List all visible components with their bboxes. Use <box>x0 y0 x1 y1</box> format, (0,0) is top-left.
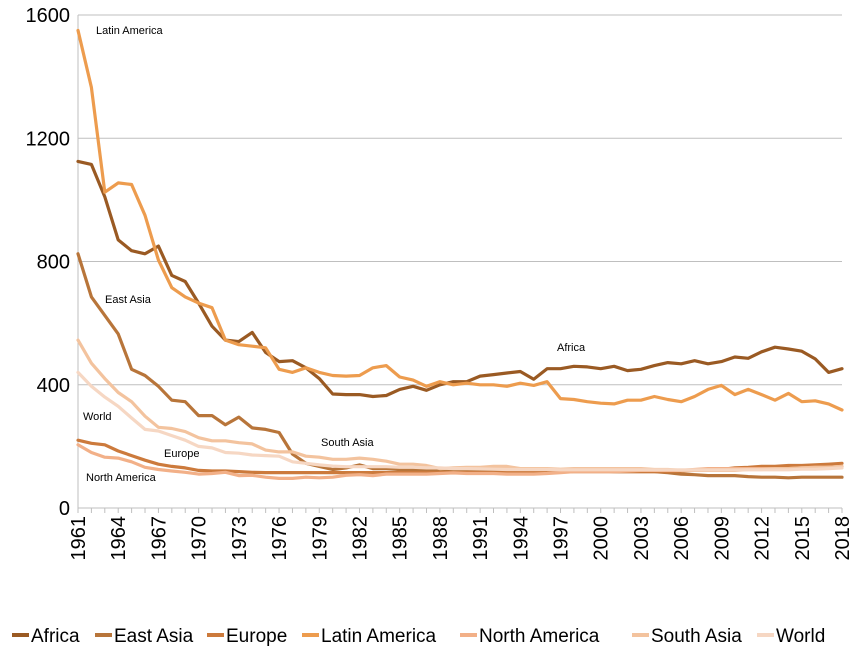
x-tick-label: 2015 <box>792 516 814 561</box>
annotation-europe: Europe <box>164 448 199 460</box>
annotation-world: World <box>83 411 112 423</box>
annotation-east-asia: East Asia <box>105 294 152 306</box>
legend: Africa East Asia Europe Latin America North … <box>12 626 825 647</box>
legend-label: East Asia <box>114 626 194 647</box>
x-tick-label: 1961 <box>68 516 90 561</box>
legend-label: Europe <box>226 626 287 647</box>
series-line-africa <box>76 159 844 399</box>
x-tick-label: 2012 <box>752 516 774 561</box>
annotation-north-america: North America <box>86 472 157 484</box>
legend-label: North America <box>479 626 600 647</box>
x-tick-label: 1964 <box>108 516 130 561</box>
y-axis: 0 400 800 1200 1600 <box>26 5 79 520</box>
gridlines <box>78 14 842 509</box>
series-line-world <box>76 370 844 472</box>
x-tick-label: 2003 <box>631 516 653 561</box>
series-lines <box>76 28 844 480</box>
x-tick-label: 2018 <box>832 516 850 561</box>
x-tick-label: 1997 <box>551 516 573 561</box>
annotation-africa: Africa <box>557 342 586 354</box>
x-tick-label: 2000 <box>591 516 613 561</box>
legend-label: South Asia <box>651 626 742 647</box>
legend-label: Latin America <box>321 626 437 647</box>
x-tick-label: 1973 <box>229 516 251 561</box>
y-tick-label: 800 <box>37 252 70 274</box>
legend-label: Africa <box>31 626 80 647</box>
y-tick-label: 400 <box>37 375 70 397</box>
x-tick-label: 2009 <box>711 516 733 561</box>
y-tick-label: 1200 <box>26 128 71 150</box>
x-axis: 1961 1964 1967 1970 1973 1976 1979 1982 1985 1988… <box>68 508 850 561</box>
x-tick-label: 1970 <box>189 516 211 561</box>
x-tick-label: 1985 <box>390 516 412 561</box>
annotation-south-asia: South Asia <box>321 437 374 449</box>
x-tick-label: 2006 <box>671 516 693 561</box>
x-tick-label: 1982 <box>349 516 371 561</box>
x-tick-label: 1994 <box>510 516 532 561</box>
y-tick-label: 0 <box>59 498 70 520</box>
x-tick-label: 1967 <box>148 516 170 561</box>
x-tick-label: 1979 <box>309 516 331 561</box>
y-tick-label: 1600 <box>26 5 71 27</box>
x-tick-label: 1991 <box>470 516 492 561</box>
series-annotations: Latin America East Asia World Europe North A… <box>83 25 586 484</box>
x-tick-label: 1976 <box>269 516 291 561</box>
x-tick-label: 1988 <box>430 516 452 561</box>
legend-label: World <box>776 626 825 647</box>
series-line-latin-america <box>76 28 844 412</box>
annotation-latin-america: Latin America <box>96 25 164 37</box>
